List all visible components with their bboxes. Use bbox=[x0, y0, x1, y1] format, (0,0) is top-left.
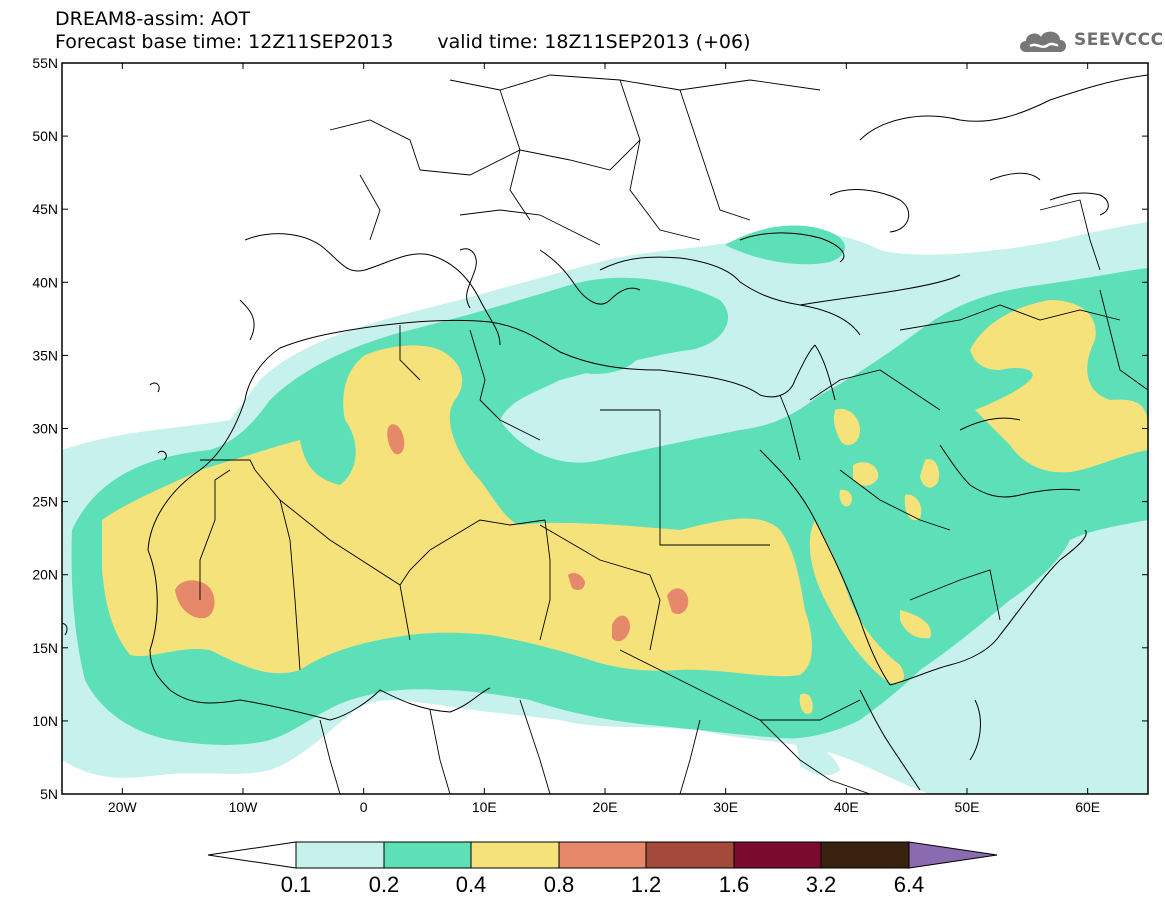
base-time: Forecast base time: 12Z11SEP2013 bbox=[55, 31, 394, 53]
aot-contour-0.4 bbox=[102, 300, 1148, 715]
country-borders bbox=[199, 74, 1148, 794]
lon-tick-label: 40E bbox=[834, 799, 859, 815]
colorbar-labels: 0.1 0.2 0.4 0.8 1.2 1.6 3.2 6.4 bbox=[281, 872, 925, 897]
valid-time: valid time: 18Z11SEP2013 (+06) bbox=[437, 31, 751, 53]
logo-text: SEEVCCC bbox=[1074, 30, 1164, 50]
colorbar-box-2 bbox=[383, 841, 472, 869]
lat-tick-label: 25N bbox=[32, 494, 58, 510]
lon-tick-label: 30E bbox=[713, 799, 738, 815]
colorbar-label: 6.4 bbox=[894, 872, 925, 897]
map-subtitle: Forecast base time: 12Z11SEP2013 valid ti… bbox=[55, 31, 751, 53]
aot-contour-0.8 bbox=[175, 424, 689, 642]
lat-tick-label: 35N bbox=[32, 347, 58, 363]
colorbar: 0.1 0.2 0.4 0.8 1.2 1.6 3.2 6.4 bbox=[207, 841, 998, 897]
lat-tick-label: 10N bbox=[32, 713, 58, 729]
coastlines bbox=[62, 74, 1148, 791]
colorbar-below-triangle bbox=[207, 841, 297, 869]
lon-tick-label: 10W bbox=[229, 799, 259, 815]
lon-tick-label: 10E bbox=[472, 799, 497, 815]
lon-tick-label: 0 bbox=[360, 799, 368, 815]
colorbar-label: 0.4 bbox=[456, 872, 487, 897]
lon-tick-label: 20W bbox=[108, 799, 138, 815]
lon-tick-label: 50E bbox=[955, 799, 980, 815]
colorbar-box-7 bbox=[820, 841, 910, 869]
colorbar-box-1 bbox=[295, 841, 385, 869]
colorbar-box-6 bbox=[733, 841, 822, 869]
lat-tick-label: 40N bbox=[32, 274, 58, 290]
colorbar-box-5 bbox=[645, 841, 735, 869]
lat-tick-label: 5N bbox=[40, 786, 58, 802]
colorbar-label: 1.6 bbox=[719, 872, 750, 897]
colorbar-label: 0.2 bbox=[369, 872, 400, 897]
colorbar-label: 1.2 bbox=[631, 872, 662, 897]
colorbar-box-3 bbox=[470, 841, 560, 869]
lon-tick-label: 60E bbox=[1075, 799, 1100, 815]
cloud-icon bbox=[1020, 31, 1066, 52]
lat-tick-label: 15N bbox=[32, 640, 58, 656]
colorbar-label: 0.1 bbox=[281, 872, 312, 897]
lon-axis: 20W 10W 0 10E 20E 30E 40E 50E 60E bbox=[108, 63, 1100, 815]
colorbar-box-4 bbox=[558, 841, 647, 869]
lat-axis: 55N 50N 45N 40N 35N 30N 25N 20N 15N 10N 5N bbox=[32, 55, 1148, 802]
lat-tick-label: 30N bbox=[32, 421, 58, 437]
map-area bbox=[62, 63, 1148, 794]
map-title: DREAM8-assim: AOT bbox=[55, 8, 251, 30]
lat-tick-label: 20N bbox=[32, 567, 58, 583]
colorbar-above-triangle bbox=[908, 841, 998, 869]
colorbar-label: 3.2 bbox=[806, 872, 837, 897]
lat-tick-label: 45N bbox=[32, 201, 58, 217]
lat-tick-label: 55N bbox=[32, 55, 58, 71]
lon-tick-label: 20E bbox=[593, 799, 618, 815]
colorbar-label: 0.8 bbox=[544, 872, 575, 897]
lat-tick-label: 50N bbox=[32, 128, 58, 144]
seevccc-logo: SEEVCCC bbox=[1016, 24, 1164, 56]
